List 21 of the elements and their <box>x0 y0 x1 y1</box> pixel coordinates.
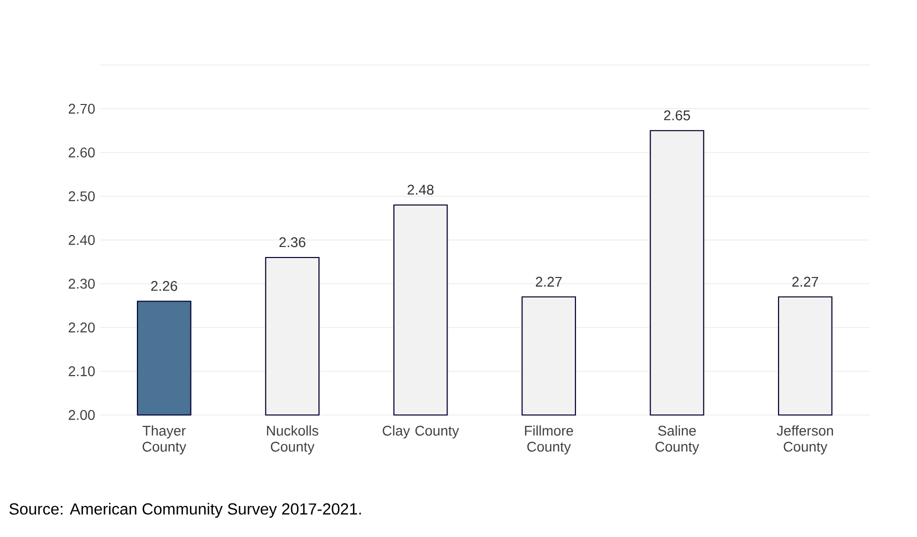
y-tick-label: 2.20 <box>68 322 95 332</box>
x-tick-label: Thayer County <box>142 425 186 454</box>
source-note: Source: American Community Survey 2017-2021. <box>9 502 361 518</box>
data-label: 2.48 <box>408 184 434 195</box>
y-tick-label: 2.00 <box>68 410 95 420</box>
x-tick-label: Jefferson County <box>776 425 833 454</box>
x-tick-label: Fillmore County <box>525 425 574 454</box>
data-label: 2.27 <box>792 276 818 287</box>
y-tick-label: 2.70 <box>68 104 95 114</box>
data-label: 2.36 <box>279 237 306 248</box>
data-label: 2.65 <box>664 110 690 120</box>
y-tick-label: 2.60 <box>68 148 95 158</box>
x-tick-label: Saline County <box>656 425 700 454</box>
y-tick-label: 2.10 <box>68 366 95 376</box>
x-tick-label: Nuckolls County <box>267 425 318 454</box>
y-tick-label: 2.50 <box>68 191 95 202</box>
data-label: 2.26 <box>151 281 178 291</box>
y-tick-label: 2.40 <box>68 235 95 245</box>
y-tick-label: 2.30 <box>68 278 95 289</box>
x-tick-label: Clay County <box>382 425 460 438</box>
data-label: 2.27 <box>536 276 562 287</box>
